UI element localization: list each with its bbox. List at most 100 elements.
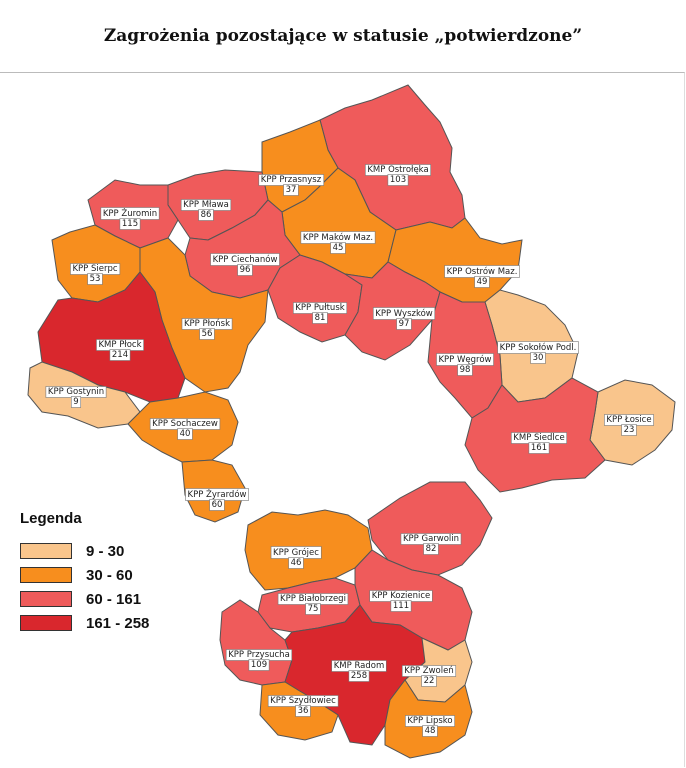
district-value: 37 [286,185,297,195]
district-name: KPP Ostrów Maz. [447,266,518,277]
district-name: KPP Białobrzegi [280,594,346,604]
label-box [119,218,141,230]
district-name: KPP Pułtusk [295,303,344,313]
label-box [530,352,546,364]
district-value: 115 [122,219,138,229]
district-name: KPP Żyrardów [188,489,247,500]
district-name: KMP Płock [98,340,141,350]
label-box [305,603,321,615]
district-value: 161 [531,443,547,453]
label-box [457,364,473,376]
label-box [330,242,346,254]
district-name: KPP Garwolin [403,534,459,544]
legend-swatch [20,615,72,631]
label-box [70,396,82,408]
legend-label: 60 - 161 [86,590,142,608]
district-name: KPP Przasnysz [261,175,322,185]
legend-swatch [20,567,72,583]
district-name: KPP Żuromin [103,208,157,219]
district-value: 96 [240,265,251,275]
district-value: 75 [308,604,319,614]
label-box [288,557,304,569]
district-value: 40 [180,429,191,439]
district-name: KPP Maków Maz. [303,232,373,243]
legend-label: 30 - 60 [86,566,133,584]
label-box [295,705,311,717]
district-value: 36 [298,706,309,716]
district-value: 49 [477,277,488,287]
label-box [423,543,439,555]
label-box [387,174,409,186]
district-value: 22 [424,676,435,686]
label-sokolow: KPP Sokołów Podl.30 [497,341,579,364]
district-name: KPP Sokołów Podl. [500,342,577,353]
district-value: 86 [201,210,212,220]
district-name: KPP Gostynin [48,387,104,397]
label-box [528,442,550,454]
district-name: KPP Przysucha [228,650,290,660]
district-value: 82 [426,544,437,554]
district-name: KPP Wyszków [375,308,433,319]
label-box [237,264,253,276]
district-value: 81 [315,313,326,323]
label-box [390,600,412,612]
district-name: KPP Kozienice [372,591,431,601]
district-value: 23 [624,425,635,435]
district-value: 48 [425,726,436,736]
district-value: 45 [333,243,344,253]
district-name: KPP Płońsk [184,319,230,329]
district-name: KPP Łosice [606,415,651,425]
district-name: KMP Siedlce [513,433,564,443]
district-value: 60 [212,500,223,510]
label-box [421,675,437,687]
district-name: KPP Sochaczew [152,419,218,429]
district-value: 98 [460,365,471,375]
label-box [109,349,131,361]
district-value: 111 [393,601,409,611]
legend-item: 60 - 161 [20,587,149,611]
map-frame [0,72,685,767]
label-box [87,273,103,285]
district-name: KPP Zwoleń [404,666,453,676]
legend: Legenda 9 - 30 30 - 60 60 - 161 161 - 25… [20,510,149,635]
district-name: KPP Szydłowiec [270,696,336,706]
district-value: 103 [390,175,406,185]
label-box [396,318,412,330]
district-value: 46 [291,558,302,568]
district-name: KPP Węgrów [438,354,491,365]
district-value: 109 [251,660,267,670]
district-name: KPP Mława [183,200,229,210]
legend-label: 9 - 30 [86,542,125,560]
label-box [209,499,225,511]
district-value: 214 [112,350,128,360]
map-title: Zagrożenia pozostające w statusie „potwi… [103,26,583,46]
district-value: 9 [73,397,78,407]
label-box [621,424,637,436]
label-box [312,312,328,324]
district-name: KMP Ostrołęka [367,165,428,175]
label-box [177,428,193,440]
legend-item: 9 - 30 [20,539,149,563]
district-name: KMP Radom [334,661,385,671]
